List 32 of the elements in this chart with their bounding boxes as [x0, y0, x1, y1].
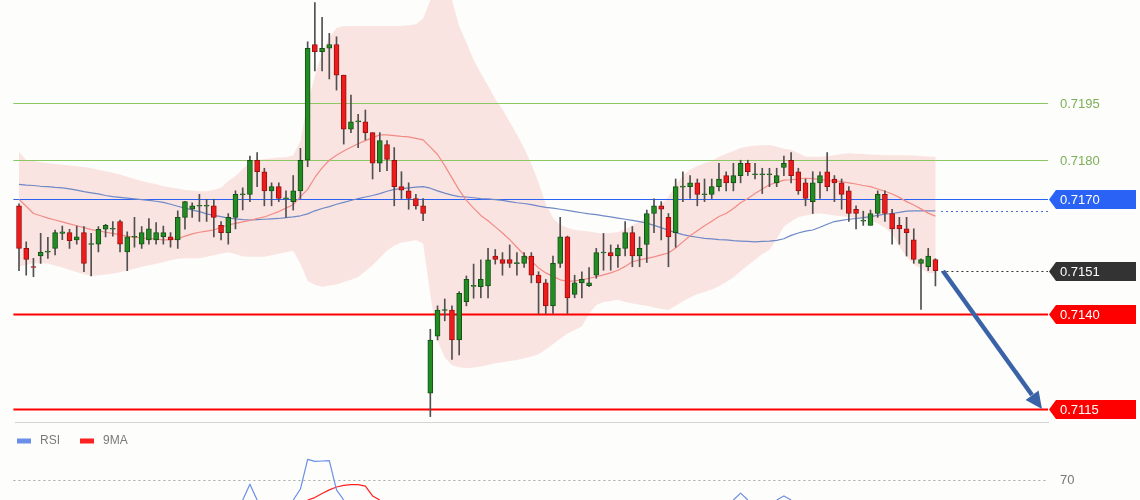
- candlestick: [918, 258, 924, 310]
- candlestick: [506, 244, 513, 268]
- ref-line-label: 0.7170: [1060, 191, 1100, 207]
- candlestick: [759, 167, 766, 194]
- candlestick: [326, 33, 333, 80]
- candlestick: [319, 16, 325, 72]
- candlestick: [514, 252, 520, 276]
- ref-line-label: 0.7115: [1060, 401, 1099, 417]
- candlestick: [478, 259, 484, 299]
- candlestick: [680, 171, 686, 202]
- ref-line-label: 0.7195: [1060, 95, 1100, 111]
- candlestick: [853, 205, 859, 230]
- candlestick: [860, 210, 867, 226]
- ref-line-label: 0.7180: [1060, 152, 1100, 168]
- legend-label: 9MA: [103, 433, 128, 448]
- candlestick: [687, 175, 693, 199]
- text: 70: [1060, 472, 1075, 488]
- candlestick: [355, 113, 361, 148]
- ref-line-label: 0.7151: [1060, 263, 1100, 279]
- candlestick: [312, 2, 318, 72]
- candlestick: [109, 221, 116, 237]
- candlestick: [658, 201, 665, 241]
- candlestick: [283, 190, 289, 218]
- legend-label: RSI: [40, 433, 61, 448]
- candlestick: [348, 94, 354, 133]
- candlestick: [59, 225, 66, 240]
- candlestick: [239, 187, 246, 211]
- ref-line-label: 0.7140: [1060, 306, 1100, 322]
- candlestick: [579, 271, 585, 299]
- candlestick: [45, 236, 51, 259]
- candlestick: [752, 162, 758, 180]
- candlestick: [607, 244, 614, 271]
